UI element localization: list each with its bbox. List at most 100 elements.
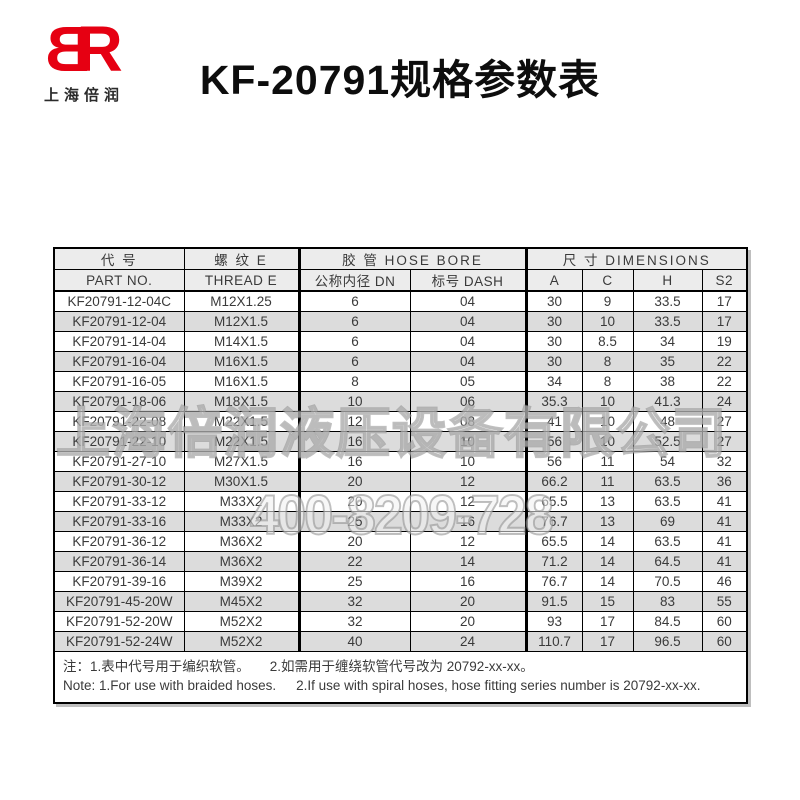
spec-cell: 30 (524, 290, 583, 312)
spec-cell: 12 (409, 491, 527, 512)
spec-cell: 35.3 (524, 391, 583, 412)
spec-cell: 41 (701, 551, 748, 572)
spec-cell: KF20791-52-24W (53, 631, 185, 652)
spec-cell: 71.2 (524, 551, 583, 572)
spec-cell: M52X2 (183, 631, 300, 652)
spec-cell: 38 (632, 371, 703, 392)
spec-cell: 33.5 (632, 290, 703, 312)
spec-row: KF20791-36-14 M36X2 22 14 71.2 14 64.5 41 (53, 551, 748, 572)
spec-cell: 6 (297, 351, 411, 372)
spec-cell: 93 (524, 611, 583, 632)
spec-cell: 76.7 (524, 571, 583, 592)
spec-cell: 60 (701, 631, 748, 652)
spec-cell: 6 (297, 311, 411, 332)
spec-cell: 34 (524, 371, 583, 392)
spec-cell: 13 (581, 511, 634, 532)
spec-cell: 9 (581, 290, 634, 312)
spec-cell: 20 (409, 611, 527, 632)
spec-row: KF20791-33-16 M33X2 25 16 76.7 13 69 41 (53, 511, 748, 532)
spec-cell: 12 (297, 411, 411, 432)
spec-cell: 64.5 (632, 551, 703, 572)
spec-row: KF20791-16-05 M16X1.5 8 05 34 8 38 22 (53, 371, 748, 392)
header-row-cn: 代 号 螺 纹 E 胶 管 HOSE BORE 尺 寸 DIMENSIONS (53, 247, 748, 270)
col-header-h: H (632, 269, 703, 292)
col-header-c: C (581, 269, 634, 292)
spec-cell: M16X1.5 (183, 351, 300, 372)
note-en-1: Note: 1.For use with braided hoses. (63, 678, 277, 693)
spec-cell: 17 (581, 611, 634, 632)
note-line-en: Note: 1.For use with braided hoses. 2.If … (63, 676, 738, 695)
spec-cell: KF20791-39-16 (53, 571, 185, 592)
spec-cell: 22 (701, 371, 748, 392)
spec-cell: 08 (409, 411, 527, 432)
spec-cell: M39X2 (183, 571, 300, 592)
spec-cell: 10 (581, 391, 634, 412)
spec-cell: 15 (581, 591, 634, 612)
spec-cell: 10 (409, 431, 527, 452)
spec-cell: KF20791-36-12 (53, 531, 185, 552)
spec-cell: M30X1.5 (183, 471, 300, 492)
spec-cell: 56 (524, 451, 583, 472)
note-line-cn: 注：1.表中代号用于编织软管。 2.如需用于缠绕软管代号改为 20792-xx-x… (63, 657, 738, 676)
spec-cell: M33X2 (183, 491, 300, 512)
spec-cell: M45X2 (183, 591, 300, 612)
spec-cell: 52.5 (632, 431, 703, 452)
spec-row: KF20791-27-10 M27X1.5 16 10 56 11 54 32 (53, 451, 748, 472)
spec-cell: 35 (632, 351, 703, 372)
spec-cell: 20 (297, 471, 411, 492)
spec-cell: KF20791-22-10 (53, 431, 185, 452)
spec-cell: 25 (297, 571, 411, 592)
notes-row: 注：1.表中代号用于编织软管。 2.如需用于缠绕软管代号改为 20792-xx-x… (53, 651, 748, 704)
spec-table: 代 号 螺 纹 E 胶 管 HOSE BORE 尺 寸 DIMENSIONS P… (53, 247, 749, 704)
spec-cell: 34 (632, 331, 703, 352)
spec-table-body: KF20791-12-04C M12X1.25 6 04 30 9 33.5 17 KF2079… (53, 290, 748, 652)
spec-cell: KF20791-33-12 (53, 491, 185, 512)
spec-cell: 24 (701, 391, 748, 412)
spec-row: KF20791-52-24W M52X2 40 24 110.7 17 96.5 60 (53, 631, 748, 652)
spec-cell: 63.5 (632, 491, 703, 512)
spec-cell: 91.5 (524, 591, 583, 612)
spec-cell: 10 (297, 391, 411, 412)
spec-cell: 83 (632, 591, 703, 612)
spec-cell: 32 (701, 451, 748, 472)
spec-cell: 96.5 (632, 631, 703, 652)
spec-cell: 06 (409, 391, 527, 412)
notes-cell: 注：1.表中代号用于编织软管。 2.如需用于缠绕软管代号改为 20792-xx-x… (53, 651, 748, 704)
spec-cell: 14 (581, 571, 634, 592)
spec-cell: 11 (581, 451, 634, 472)
note-cn-2: 2.如需用于缠绕软管代号改为 20792-xx-xx。 (269, 659, 534, 674)
spec-table-container: 代 号 螺 纹 E 胶 管 HOSE BORE 尺 寸 DIMENSIONS P… (53, 247, 749, 704)
spec-cell: 27 (701, 431, 748, 452)
spec-cell: 41 (701, 511, 748, 532)
spec-cell: 56 (524, 431, 583, 452)
spec-cell: KF20791-45-20W (53, 591, 185, 612)
spec-cell: 10 (581, 431, 634, 452)
spec-cell: 24 (409, 631, 527, 652)
spec-cell: 63.5 (632, 471, 703, 492)
spec-cell: 40 (297, 631, 411, 652)
spec-cell: 70.5 (632, 571, 703, 592)
spec-cell: 16 (409, 511, 527, 532)
spec-row: KF20791-22-08 M22X1.5 12 08 41 10 48 27 (53, 411, 748, 432)
spec-cell: 8 (581, 351, 634, 372)
spec-cell: 33.5 (632, 311, 703, 332)
spec-cell: 66.2 (524, 471, 583, 492)
spec-cell: 76.7 (524, 511, 583, 532)
spec-cell: 41 (701, 491, 748, 512)
spec-cell: 19 (701, 331, 748, 352)
spec-row: KF20791-22-10 M22X1.5 16 10 56 10 52.5 27 (53, 431, 748, 452)
spec-row: KF20791-12-04 M12X1.5 6 04 30 10 33.5 17 (53, 311, 748, 332)
spec-cell: 14 (581, 531, 634, 552)
col-header-a: A (524, 269, 583, 292)
spec-row: KF20791-45-20W M45X2 32 20 91.5 15 83 55 (53, 591, 748, 612)
col-group-dimensions: 尺 寸 DIMENSIONS (524, 247, 748, 270)
spec-cell: 20 (297, 531, 411, 552)
spec-cell: 41.3 (632, 391, 703, 412)
spec-cell: 04 (409, 331, 527, 352)
spec-cell: M27X1.5 (183, 451, 300, 472)
spec-cell: KF20791-12-04 (53, 311, 185, 332)
spec-cell: M36X2 (183, 531, 300, 552)
spec-cell: 12 (409, 531, 527, 552)
spec-cell: KF20791-36-14 (53, 551, 185, 572)
header-row-en: PART NO. THREAD E 公称内径 DN 标号 DASH A C H … (53, 269, 748, 292)
